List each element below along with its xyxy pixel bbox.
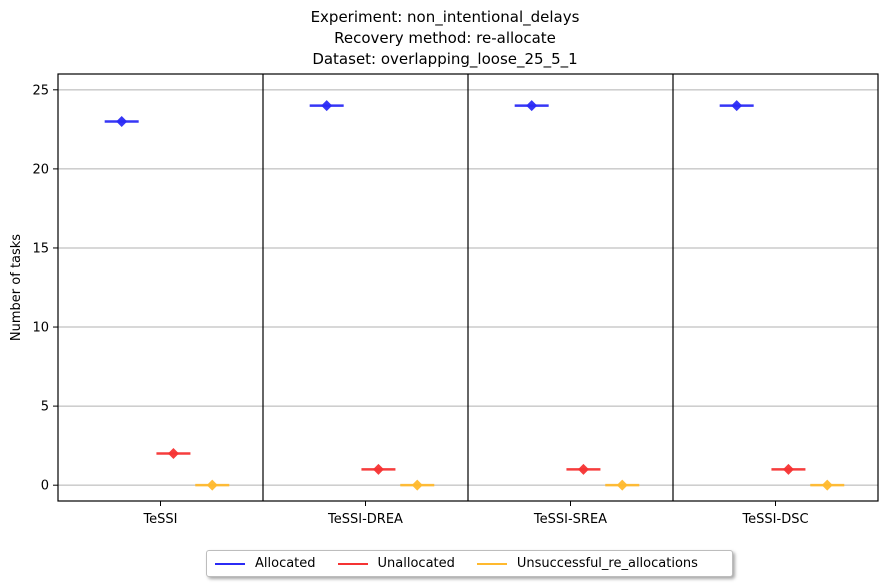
mark-point-Unallocated-TeSSI xyxy=(167,448,179,460)
chart-title-line-2: Recovery method: re-allocate xyxy=(334,29,556,47)
chart-title-line-1: Experiment: non_intentional_delays xyxy=(310,8,580,26)
mark-point-Unallocated-TeSSI-DREA xyxy=(372,463,384,475)
legend-swatch-unallocated xyxy=(337,562,368,565)
mark-point-Allocated-TeSSI xyxy=(116,115,128,127)
mark-point-Unallocated-TeSSI-DSC xyxy=(782,463,794,475)
y-tick-label-25: 25 xyxy=(32,83,49,98)
x-tick-label-TeSSI-SREA: TeSSI-SREA xyxy=(533,512,607,527)
legend-label-unsuccessful: Unsuccessful_re_allocations xyxy=(516,556,698,571)
legend-label-allocated: Allocated xyxy=(255,556,316,571)
y-tick-label-0: 0 xyxy=(41,479,49,494)
y-axis-label: Number of tasks xyxy=(9,234,24,341)
legend-item-allocated: Allocated xyxy=(215,556,316,571)
legend-item-unallocated: Unallocated xyxy=(337,556,455,571)
legend-item-unsuccessful: Unsuccessful_re_allocations xyxy=(476,556,698,571)
x-tick-label-TeSSI: TeSSI xyxy=(142,512,177,527)
mark-point-Allocated-TeSSI-DSC xyxy=(731,100,743,112)
y-tick-label-20: 20 xyxy=(32,162,49,177)
y-tick-label-15: 15 xyxy=(32,241,49,256)
mark-point-Unsuccessful_re_allocations-TeSSI-DSC xyxy=(821,479,833,491)
legend-swatch-allocated xyxy=(215,562,245,565)
y-tick-label-5: 5 xyxy=(41,400,49,415)
y-tick-label-10: 10 xyxy=(32,321,49,336)
legend-label-unallocated: Unallocated xyxy=(377,556,455,571)
mark-point-Unsuccessful_re_allocations-TeSSI xyxy=(206,479,218,491)
plot-frame xyxy=(57,73,879,502)
mark-point-Allocated-TeSSI-SREA xyxy=(526,100,538,112)
x-tick-label-TeSSI-DSC: TeSSI-DSC xyxy=(741,512,808,527)
chart-legend: Allocated Unallocated Unsuccessful_re_al… xyxy=(206,550,733,577)
mark-point-Unallocated-TeSSI-SREA xyxy=(577,463,589,475)
x-tick-label-TeSSI-DREA: TeSSI-DREA xyxy=(327,512,403,527)
legend-swatch-unsuccessful xyxy=(476,562,507,565)
mark-point-Unsuccessful_re_allocations-TeSSI-SREA xyxy=(616,479,628,491)
chart-title-line-3: Dataset: overlapping_loose_25_5_1 xyxy=(312,50,578,68)
mark-point-Allocated-TeSSI-DREA xyxy=(321,100,333,112)
mark-point-Unsuccessful_re_allocations-TeSSI-DREA xyxy=(411,479,423,491)
